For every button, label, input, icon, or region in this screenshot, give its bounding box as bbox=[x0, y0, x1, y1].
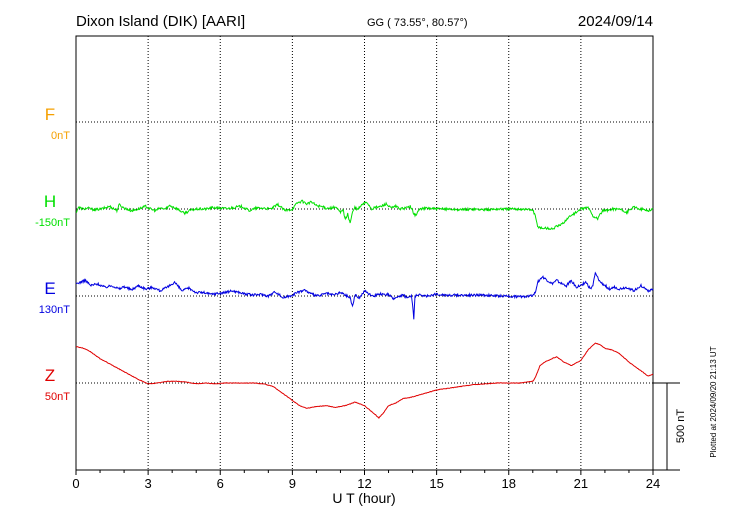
series-line-E bbox=[75, 271, 654, 320]
x-tick-label-6: 6 bbox=[217, 476, 224, 491]
component-label-E: E bbox=[44, 279, 55, 298]
series-lines bbox=[75, 199, 654, 420]
x-axis-ticks: 0 3 6 9 12 15 18 21 24 bbox=[72, 470, 660, 491]
series-line-Z bbox=[75, 342, 654, 420]
baseline-label-H: -150nT bbox=[35, 217, 70, 229]
coordinates-label: GG ( 73.55°, 80.57°) bbox=[367, 17, 468, 29]
series-line-H bbox=[75, 199, 654, 231]
x-tick-label-24: 24 bbox=[646, 476, 660, 491]
scale-label: 500 nT bbox=[675, 409, 687, 444]
date-label: 2024/09/14 bbox=[578, 13, 653, 30]
baseline-label-E: 130nT bbox=[39, 304, 70, 316]
x-tick-label-9: 9 bbox=[289, 476, 296, 491]
x-tick-label-18: 18 bbox=[502, 476, 516, 491]
baseline-label-Z: 50nT bbox=[45, 391, 70, 403]
baseline-label-F: 0nT bbox=[51, 130, 70, 142]
x-tick-label-21: 21 bbox=[574, 476, 588, 491]
component-label-F: F bbox=[45, 105, 55, 124]
x-tick-label-15: 15 bbox=[429, 476, 443, 491]
component-labels: F 0nT H -150nT E 130nT Z 50nT bbox=[35, 105, 70, 403]
x-tick-label-0: 0 bbox=[72, 476, 79, 491]
x-tick-label-12: 12 bbox=[357, 476, 371, 491]
x-axis-label: U T (hour) bbox=[332, 490, 395, 506]
grid-lines bbox=[76, 36, 653, 470]
component-label-Z: Z bbox=[45, 366, 55, 385]
x-tick-label-3: 3 bbox=[145, 476, 152, 491]
plotted-timestamp: Plotted at 2024/09/20 21:13 UT bbox=[709, 346, 718, 457]
component-label-H: H bbox=[44, 192, 56, 211]
scale-bar: 500 nT bbox=[653, 382, 687, 471]
station-title: Dixon Island (DIK) [AARI] bbox=[76, 13, 245, 30]
